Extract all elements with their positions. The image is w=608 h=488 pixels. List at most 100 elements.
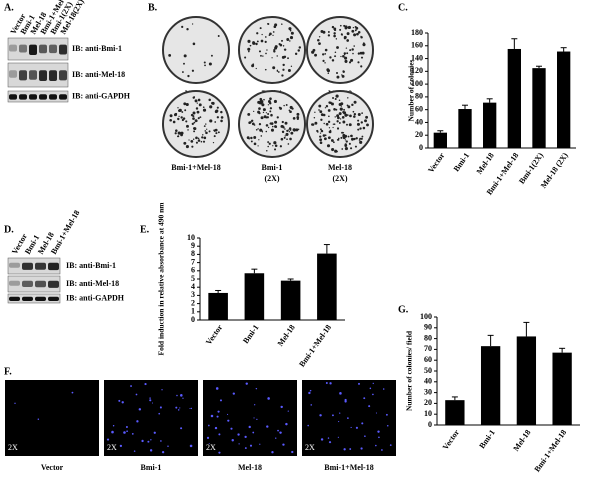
colony xyxy=(267,145,269,148)
colony xyxy=(266,149,268,152)
colony xyxy=(259,97,263,101)
bar xyxy=(244,273,265,320)
colony xyxy=(337,116,340,120)
blot-band xyxy=(39,44,47,54)
cell xyxy=(337,436,339,438)
colony xyxy=(249,121,252,124)
panel-label: E. xyxy=(140,224,150,235)
cell xyxy=(372,393,374,396)
colony xyxy=(336,75,340,79)
cell xyxy=(190,407,193,410)
colony xyxy=(336,127,340,130)
colony xyxy=(357,61,360,64)
blot-band xyxy=(49,70,57,82)
y-axis-label: Fold induction in relative absorbance at… xyxy=(157,202,166,356)
dish xyxy=(306,16,374,84)
colony xyxy=(215,132,218,135)
blot-band xyxy=(19,94,27,100)
y-tick-label: 60 xyxy=(424,355,432,364)
colony xyxy=(284,128,286,130)
colony xyxy=(267,23,269,25)
blot-label: IB: anti-Bmi-1 xyxy=(72,44,122,53)
colony xyxy=(340,55,342,58)
colony xyxy=(175,129,178,132)
dish xyxy=(306,90,374,158)
colony xyxy=(362,126,366,130)
x-tick-label: Bmi-1 xyxy=(452,151,471,173)
colony xyxy=(349,114,352,118)
colony xyxy=(296,115,300,119)
y-tick-label: 1 xyxy=(191,307,195,316)
cell xyxy=(151,402,154,404)
colony xyxy=(319,135,322,138)
colony xyxy=(360,35,362,37)
colony xyxy=(214,130,216,132)
colony xyxy=(186,28,189,31)
micrograph xyxy=(5,380,99,456)
colony xyxy=(262,108,266,112)
colony xyxy=(318,42,321,46)
colony xyxy=(273,141,277,145)
colony xyxy=(264,40,267,43)
cell xyxy=(343,448,346,451)
y-tick-label: 20 xyxy=(415,130,423,139)
colony xyxy=(281,55,285,59)
colony xyxy=(205,131,208,135)
x-tick-label: Bmi-1+Mel-18 xyxy=(297,323,333,369)
cell xyxy=(248,425,251,429)
y-tick-label: 160 xyxy=(411,41,423,50)
cell xyxy=(310,404,313,406)
colony xyxy=(344,113,348,117)
colony xyxy=(322,53,325,56)
cell xyxy=(319,414,322,417)
colony xyxy=(183,54,187,58)
colony xyxy=(214,110,218,114)
cell xyxy=(372,382,374,385)
colony xyxy=(354,25,357,29)
colony xyxy=(339,107,343,111)
colony xyxy=(266,116,269,119)
blot-band xyxy=(48,296,59,302)
cell xyxy=(14,402,16,404)
cell xyxy=(158,412,161,415)
colony xyxy=(314,121,318,125)
cell xyxy=(309,389,312,392)
colony xyxy=(338,99,341,102)
colony xyxy=(276,116,279,119)
colony xyxy=(284,121,288,125)
colony xyxy=(168,53,172,57)
cell xyxy=(179,407,181,409)
bar xyxy=(516,336,537,425)
colony xyxy=(265,112,267,114)
blot-band xyxy=(49,44,57,54)
colony xyxy=(319,139,321,141)
colony xyxy=(357,119,360,122)
colony xyxy=(353,115,356,118)
y-axis-label: Number of colonies/ field xyxy=(405,330,414,411)
colony xyxy=(312,48,316,52)
colony xyxy=(210,54,213,57)
colony xyxy=(291,107,294,110)
magnification: 2X xyxy=(206,443,216,452)
colony xyxy=(260,39,264,43)
colony xyxy=(319,110,323,114)
cell xyxy=(287,410,289,412)
cell xyxy=(177,409,180,411)
colony xyxy=(359,140,363,144)
colony xyxy=(216,116,220,119)
colony xyxy=(295,128,299,132)
colony xyxy=(258,123,262,126)
colony xyxy=(191,69,195,72)
y-tick-label: 20 xyxy=(424,398,432,407)
colony xyxy=(202,134,204,136)
colony xyxy=(341,116,345,119)
colony xyxy=(197,98,201,102)
colony xyxy=(287,129,290,131)
cell xyxy=(382,388,385,390)
colony xyxy=(327,109,331,112)
blot-strip xyxy=(7,257,61,275)
colony xyxy=(357,31,361,34)
blot-label: IB: anti-Bmi-1 xyxy=(66,261,116,270)
colony xyxy=(269,110,272,113)
